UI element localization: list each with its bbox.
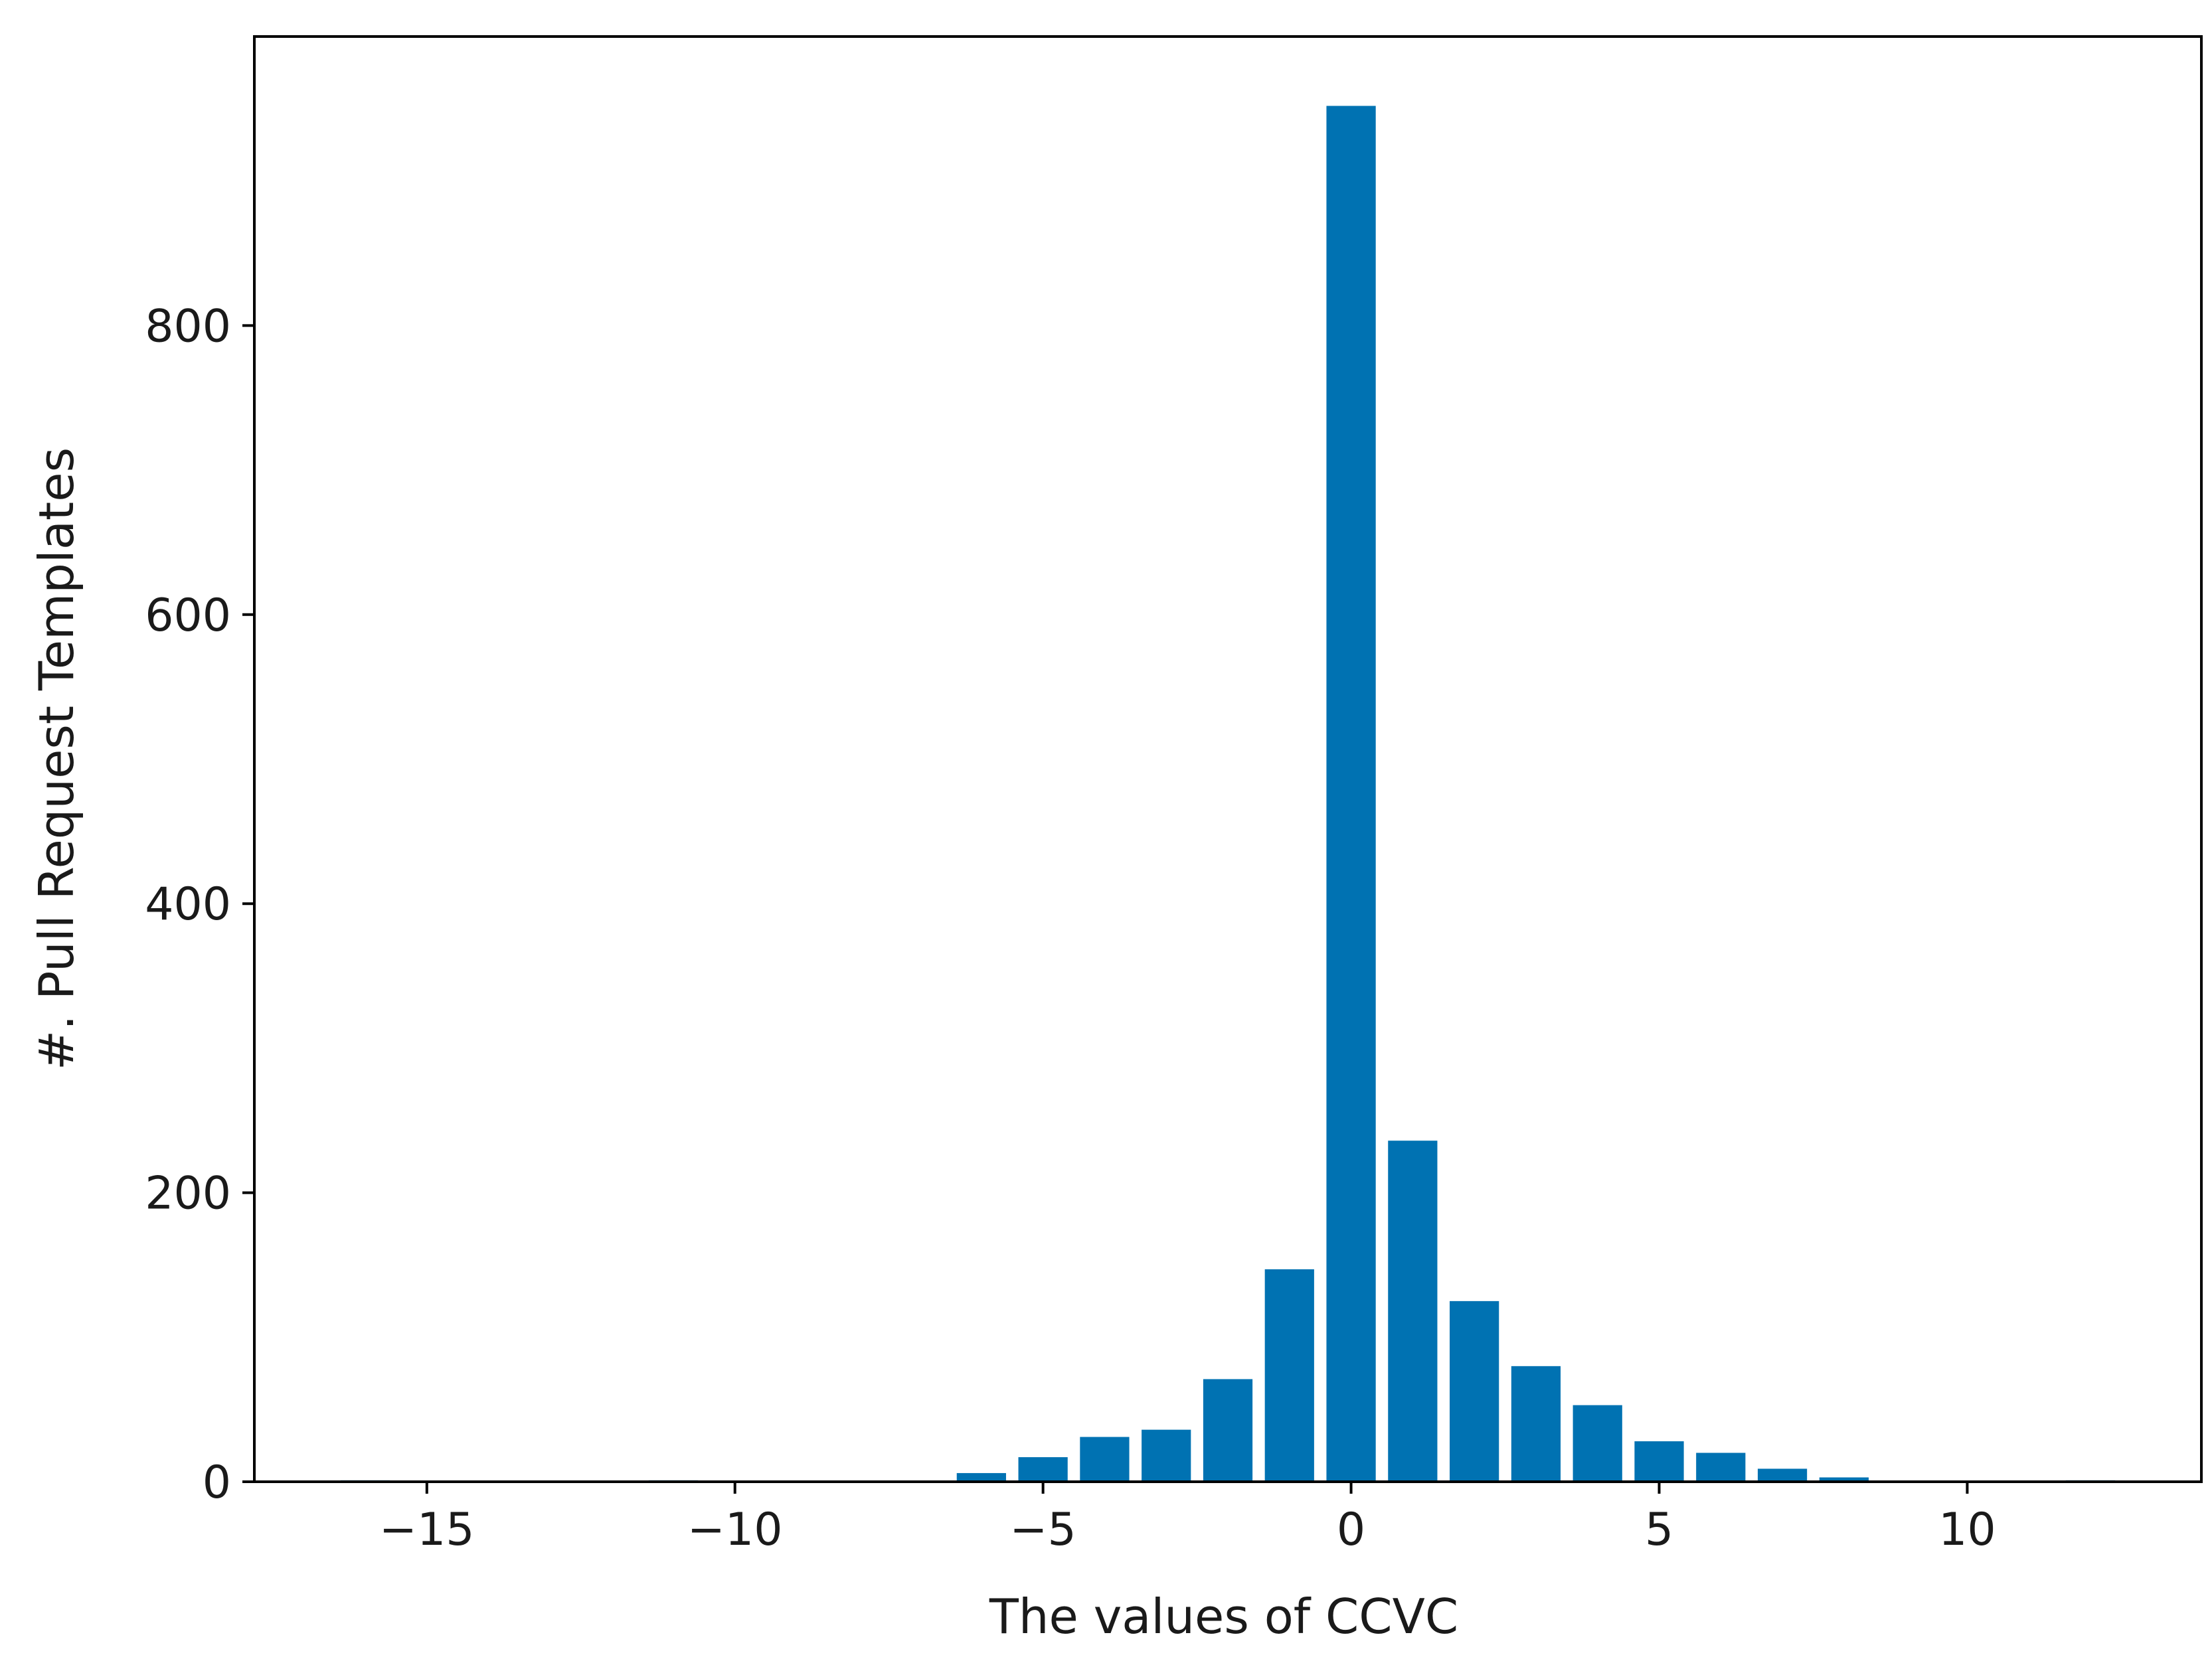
- bar: [1203, 1379, 1253, 1482]
- bar: [1696, 1453, 1746, 1482]
- x-tick-label: 0: [1337, 1504, 1365, 1556]
- bar: [1264, 1269, 1314, 1482]
- x-tick-label: −15: [379, 1504, 475, 1556]
- plot-area: [254, 37, 2201, 1482]
- bar: [1018, 1457, 1068, 1482]
- y-tick-label: 400: [145, 878, 231, 931]
- y-tick-label: 200: [145, 1168, 231, 1220]
- bar: [1080, 1437, 1130, 1482]
- bar: [1819, 1477, 1869, 1482]
- bar: [1757, 1468, 1808, 1482]
- bar: [1450, 1301, 1499, 1482]
- y-tick-label: 600: [145, 590, 231, 642]
- x-axis-ticks: −15 −10 −5 0 5 10: [379, 1482, 1996, 1556]
- bar: [1388, 1141, 1438, 1482]
- y-axis-title: #. Pull Request Templates: [29, 447, 84, 1070]
- x-tick-label: 10: [1938, 1504, 1996, 1556]
- plot-frame: [253, 35, 2203, 1483]
- y-tick-label: 0: [203, 1457, 231, 1509]
- bar: [1511, 1366, 1561, 1482]
- bar: [1573, 1405, 1622, 1482]
- y-axis-ticks: 0 200 400 600 800: [145, 300, 254, 1509]
- x-tick-label: −5: [1010, 1504, 1076, 1556]
- x-tick-label: 5: [1645, 1504, 1673, 1556]
- bar: [1326, 106, 1376, 1482]
- x-tick-label: −10: [687, 1504, 783, 1556]
- bars-group: [340, 106, 2116, 1482]
- bar: [1634, 1441, 1684, 1482]
- x-axis-title: The values of CCVC: [989, 1589, 1458, 1644]
- y-tick-label: 800: [145, 300, 231, 353]
- bar: [956, 1472, 1006, 1482]
- bar: [1142, 1429, 1191, 1482]
